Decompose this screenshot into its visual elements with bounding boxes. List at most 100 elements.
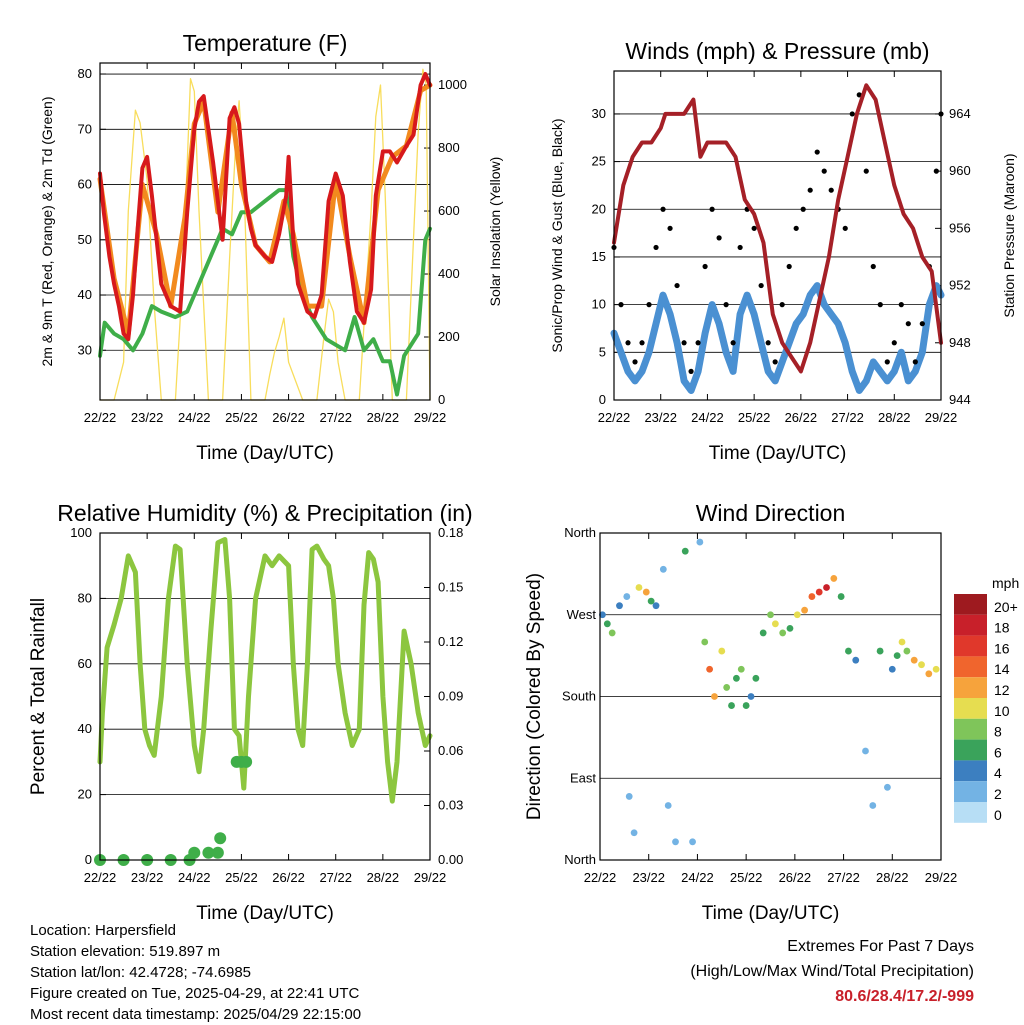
- gust-point: [618, 302, 624, 308]
- legend-swatch: [954, 718, 987, 740]
- gust-point: [709, 206, 715, 212]
- direction-point: [630, 829, 638, 837]
- x-tick-label: 26/22: [785, 410, 818, 425]
- gust-point: [891, 340, 897, 346]
- legend-swatch: [954, 760, 987, 782]
- gust-point: [793, 225, 799, 231]
- gust-point: [660, 206, 666, 212]
- gust-point: [933, 168, 939, 174]
- direction-tick-label: West: [567, 607, 597, 622]
- station-elevation: Station elevation: 519.897 m: [30, 943, 221, 960]
- gust-point: [821, 168, 827, 174]
- gust-point: [681, 340, 687, 346]
- direction-point: [876, 647, 884, 655]
- y2-tick-label: 948: [949, 335, 971, 350]
- x-tick-label: 24/22: [178, 410, 211, 425]
- temp-9m-line: [97, 82, 433, 337]
- legend-label: 4: [994, 765, 1002, 781]
- legend-label: 8: [994, 724, 1002, 740]
- direction-point: [910, 656, 918, 664]
- chart-title: Relative Humidity (%) & Precipitation (i…: [57, 500, 472, 526]
- y2-tick-label: 0.03: [438, 798, 463, 813]
- gust-point: [828, 187, 834, 193]
- direction-tick-label: South: [562, 689, 596, 704]
- y2-tick-label: 960: [949, 163, 971, 178]
- legend-swatch: [954, 614, 987, 636]
- y-tick-label: 40: [78, 287, 92, 302]
- solar-insolation-line: [99, 68, 431, 401]
- precip-point: [188, 846, 201, 859]
- direction-point: [845, 647, 852, 655]
- direction-point: [608, 629, 616, 637]
- x-tick-label: 28/22: [367, 870, 400, 885]
- gust-point: [737, 244, 743, 251]
- y2-tick-label: 0.12: [438, 634, 463, 649]
- recent-timestamp: Most recent data timestamp: 2025/04/29 2…: [30, 1006, 362, 1023]
- x-tick-label: 24/22: [178, 870, 211, 885]
- extremes-subtitle: (High/Low/Max Wind/Total Precipitation): [690, 963, 974, 980]
- legend-swatch: [954, 677, 987, 698]
- x-tick-label: 27/22: [319, 870, 352, 885]
- legend-label: 10: [994, 703, 1010, 719]
- direction-point: [623, 593, 631, 600]
- x-tick-label: 26/22: [779, 870, 812, 885]
- y-axis-label: Sonic/Prop Wind & Gust (Blue, Black): [549, 118, 565, 352]
- gust-point: [758, 282, 764, 289]
- y2-axis-label: Station Pressure (Maroon): [1001, 153, 1017, 317]
- y-tick-label: 70: [78, 121, 92, 136]
- direction-point: [652, 602, 660, 610]
- legend-swatch: [954, 635, 987, 657]
- x-tick-label: 23/22: [131, 410, 164, 425]
- y2-tick-label: 0.15: [438, 580, 463, 595]
- legend-swatch: [954, 802, 987, 823]
- y2-tick-label: 400: [438, 266, 460, 281]
- x-tick-label: 25/22: [738, 410, 771, 425]
- y2-tick-label: 952: [949, 278, 971, 293]
- direction-point: [932, 665, 940, 673]
- gust-point: [786, 263, 792, 270]
- direction-point: [771, 620, 779, 628]
- y2-tick-label: 0: [438, 392, 445, 407]
- x-tick-label: 29/22: [925, 410, 958, 425]
- plot-border: [613, 70, 942, 401]
- direction-point: [837, 593, 845, 600]
- x-tick-label: 28/22: [876, 870, 909, 885]
- chart-title: Wind Direction: [696, 500, 846, 526]
- station-location: Location: Harpersfield: [30, 922, 176, 939]
- direction-point: [903, 647, 911, 655]
- plot-border: [599, 532, 942, 861]
- legend-label: 6: [994, 744, 1002, 760]
- legend-label: 16: [994, 640, 1010, 656]
- gust-point: [807, 187, 813, 193]
- legend-swatch: [954, 594, 987, 615]
- x-tick-label: 29/22: [414, 410, 447, 425]
- direction-point: [747, 693, 755, 700]
- gust-point: [905, 321, 911, 327]
- direction-point: [723, 684, 731, 691]
- y-tick-label: 30: [78, 342, 92, 357]
- humidity-line: [97, 537, 433, 804]
- x-axis-label: Time (Day/UTC): [702, 903, 840, 924]
- direction-point: [728, 702, 735, 709]
- legend-label: 18: [994, 620, 1010, 636]
- y2-tick-label: 1000: [438, 77, 467, 92]
- y-tick-label: 60: [78, 177, 92, 192]
- wind-speed-line: [610, 282, 945, 394]
- legend-swatch: [954, 739, 987, 761]
- direction-point: [893, 652, 901, 660]
- y-tick-label: 0: [599, 392, 606, 407]
- y-tick-label: 10: [592, 297, 606, 312]
- direction-point: [737, 665, 745, 673]
- gust-point: [765, 340, 771, 346]
- direction-point: [616, 602, 623, 610]
- gust-point: [688, 368, 694, 374]
- y2-tick-label: 0.18: [438, 525, 463, 540]
- direction-point: [759, 629, 767, 637]
- plot-border: [99, 532, 431, 861]
- direction-point: [918, 661, 925, 669]
- x-tick-label: 26/22: [272, 410, 305, 425]
- x-tick-label: 29/22: [414, 870, 447, 885]
- gust-point: [912, 359, 918, 365]
